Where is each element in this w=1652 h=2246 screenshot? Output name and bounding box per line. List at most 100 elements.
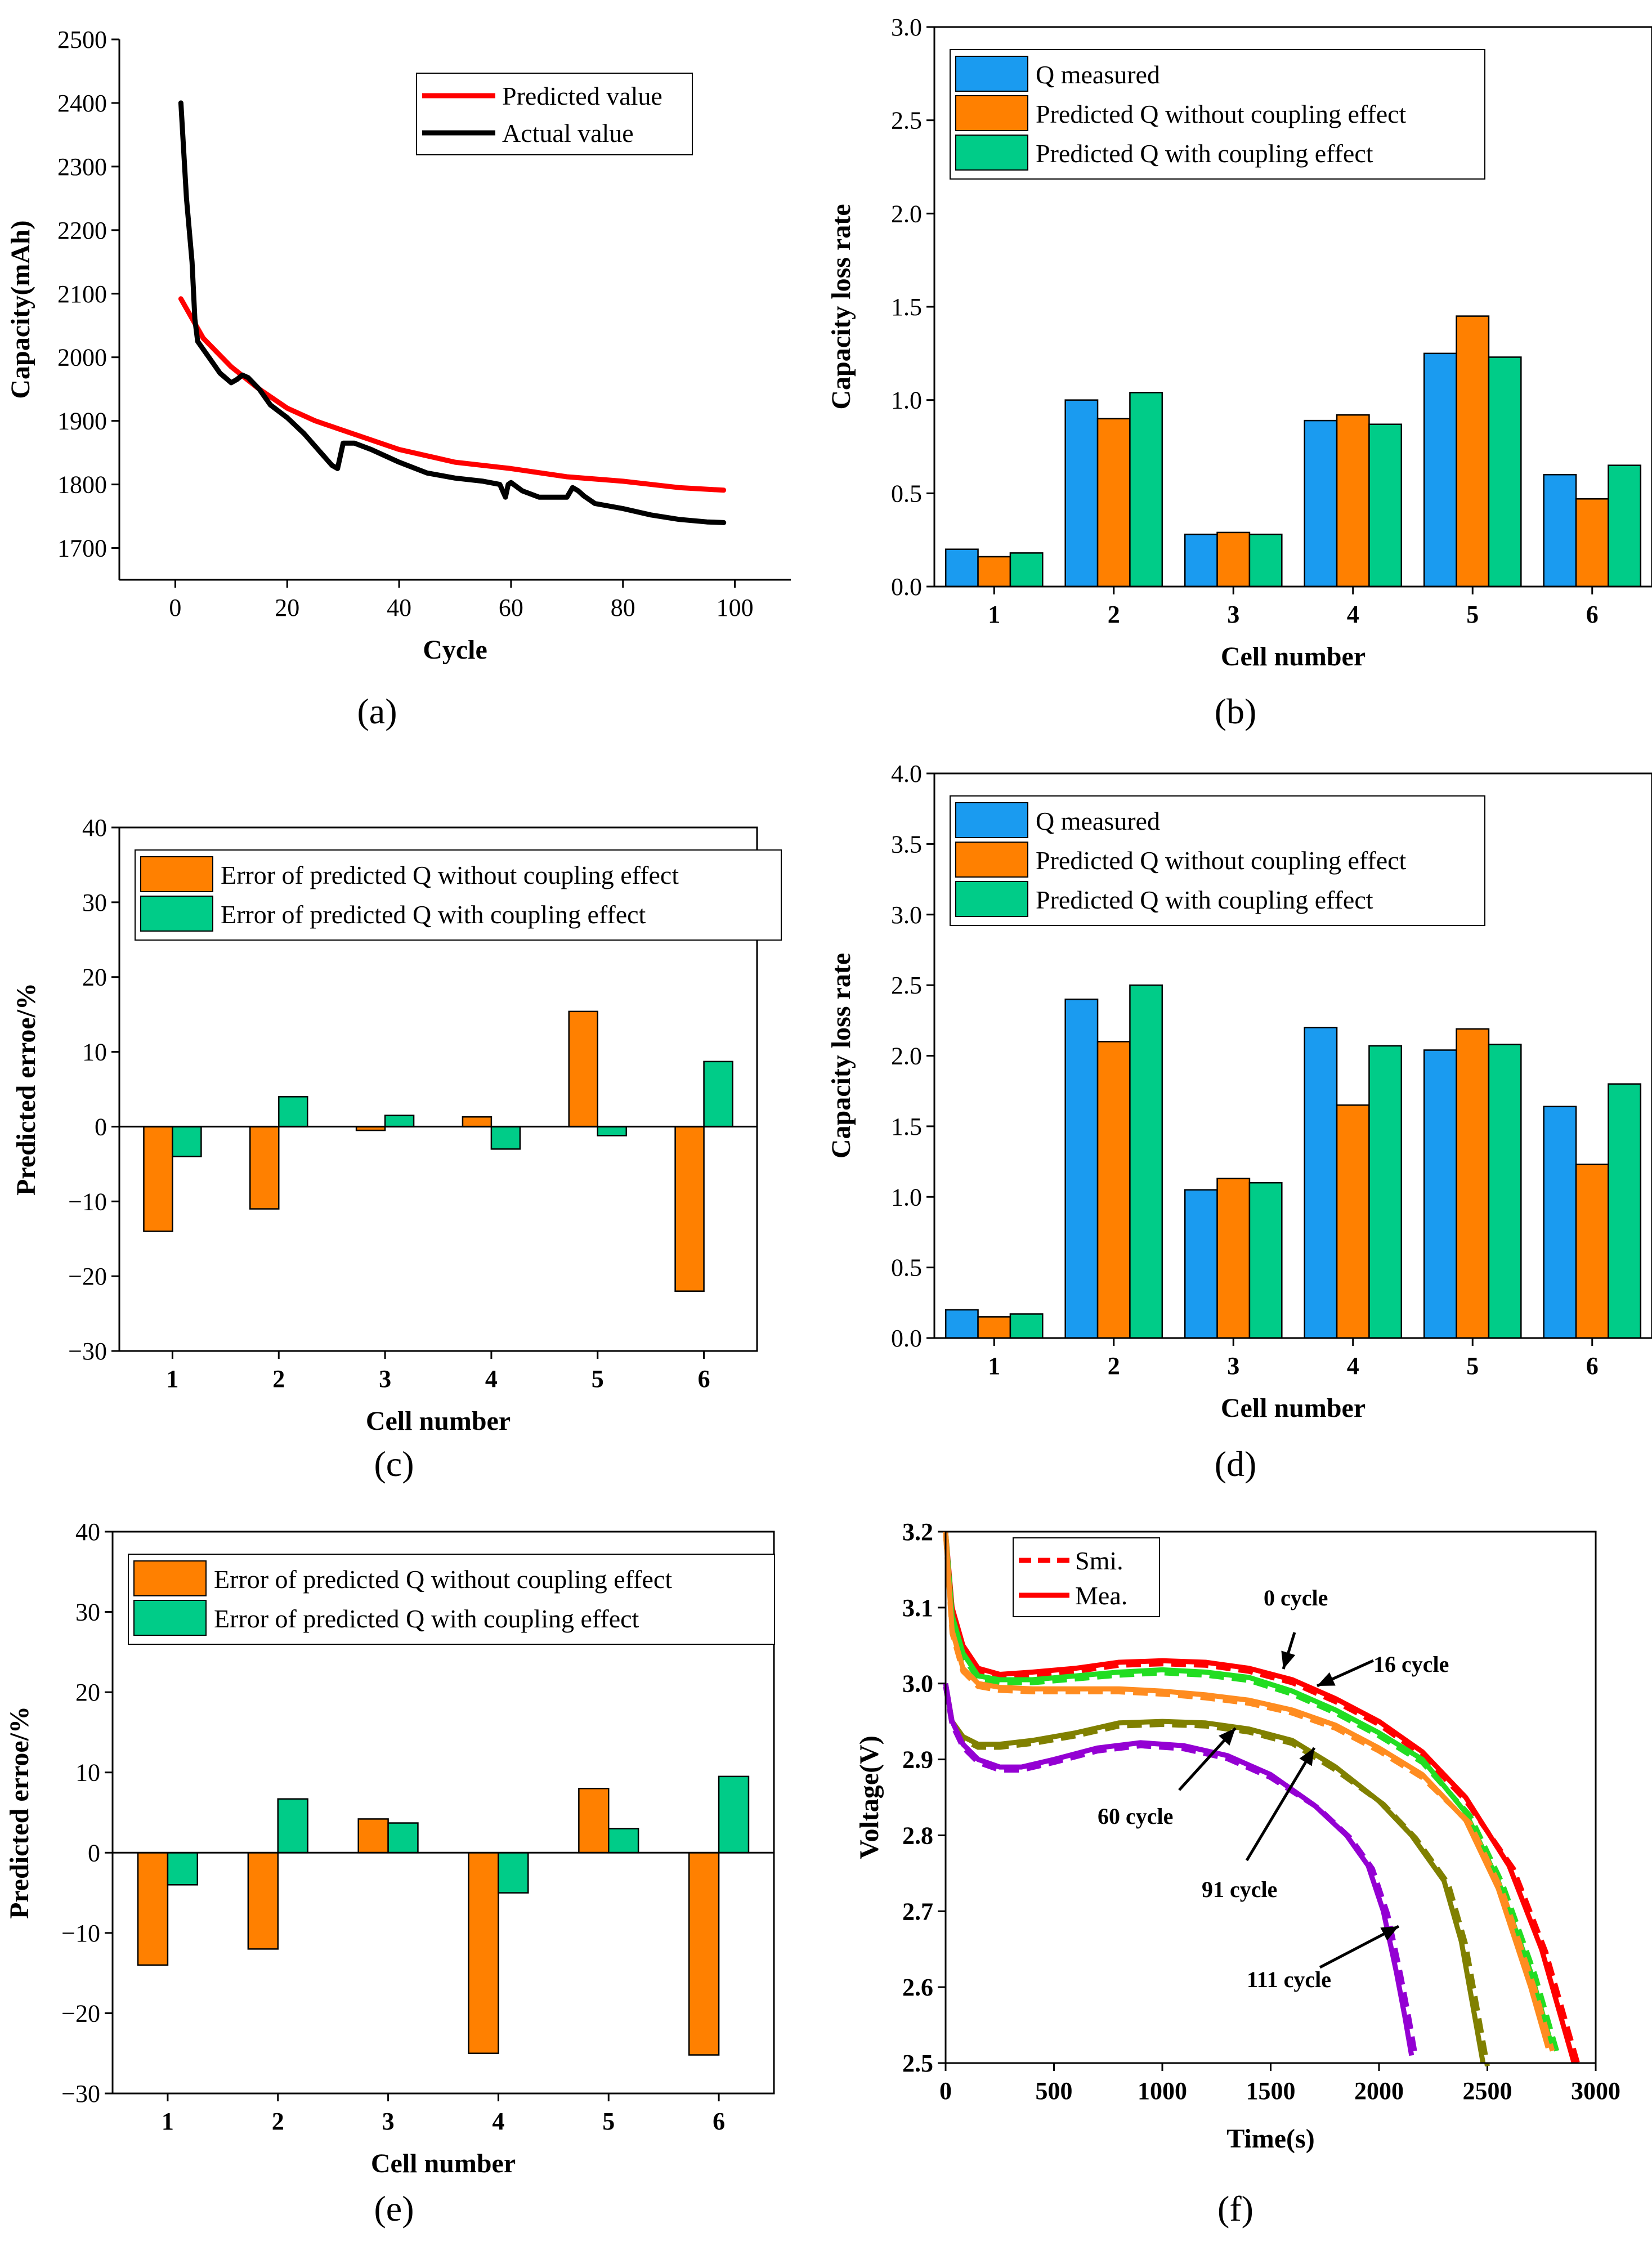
curve-sim-4 [943,1686,1490,2067]
annotation-label: 0 cycle [1264,1585,1328,1610]
y-tick-label: 20 [82,964,107,991]
legend-box [135,849,782,941]
legend-box [950,49,1485,180]
bar-e-s2-c3 [387,1822,419,1854]
x-axis-label: Cycle [423,635,487,665]
y-tick-label: −30 [68,1337,107,1365]
panel-a: 1700 1800 1900 2000 2100 2200 2300 2400 2500 0 20 4… [6,26,791,665]
bar-e-s2-c5 [608,1828,639,1854]
annotation-label: 111 cycle [1247,1967,1331,1992]
bar-c-s1-c5 [568,1010,599,1128]
bar-d-s1-c3 [1184,1189,1218,1339]
bar-e-s2-c1 [167,1852,199,1886]
x-tick-label: 60 [499,594,523,621]
bar-d-s1-c2 [1064,998,1099,1339]
x-tick-label: 1500 [1246,2077,1296,2105]
y-tick-label: 4.0 [891,760,922,788]
plot-frame [118,826,758,1352]
bar-d-s1-c1 [944,1309,979,1339]
y-tick-label: 3.0 [902,1670,933,1698]
bar-b-s1-c1 [944,548,979,588]
bar-d-s3-c5 [1488,1044,1522,1339]
y-tick-label: 2.9 [902,1746,933,1774]
legend-label: Predicted value [502,82,662,110]
y-tick-label: 2.5 [902,2050,933,2077]
curve-sim-5 [943,1686,1418,2059]
y-tick-label: 1.5 [891,1113,922,1140]
bar-b-s1-c4 [1304,419,1338,588]
legend-swatch [955,881,1028,917]
bar-b-s2-c6 [1575,498,1609,588]
legend-label: Error of predicted Q without coupling ef… [221,861,679,889]
panel-label: (c) [374,1444,414,1484]
bar-d-s2-c2 [1096,1041,1131,1339]
bar-d-s2-c5 [1456,1028,1490,1339]
legend-label: Error of predicted Q with coupling effec… [214,1604,639,1633]
bar-c-s2-c4 [490,1126,521,1150]
bar-b-s2-c4 [1336,414,1370,588]
bar-e-s2-c4 [498,1852,529,1894]
y-axis-label: Capacity loss rate [826,204,856,409]
y-tick-label: 2300 [57,153,107,181]
curve-mea-5 [943,1683,1414,2056]
y-tick-label: 3.0 [891,14,922,41]
y-tick-label: 2400 [57,90,107,117]
bar-d-s1-c6 [1543,1106,1577,1339]
x-axis-label: Cell number [1221,642,1366,672]
panel-label: (d) [1215,1444,1257,1484]
bar-e-s1-c5 [578,1787,610,1854]
y-tick-label: 2.5 [891,107,922,135]
legend-label: Q measured [1036,60,1160,89]
y-tick-label: −20 [61,1999,100,2027]
y-tick-label: 2500 [57,26,107,53]
panel-label: (b) [1215,691,1257,731]
x-tick-label: 6 [1586,601,1599,628]
curve-sim-1 [943,1534,1581,2067]
panel-label: (a) [357,691,397,731]
bar-e-s2-c2 [277,1798,308,1854]
x-tick-label: 6 [713,2108,725,2135]
y-tick-label: 2.7 [902,1898,933,1925]
curve-mea-3 [943,1531,1551,2049]
arrow-head [1380,1926,1399,1941]
bar-e-s1-c6 [688,1852,720,2056]
legend-swatch [955,135,1028,171]
bar-c-s2-c5 [597,1126,627,1137]
x-tick-label: 6 [698,1365,710,1393]
bar-c-s1-c4 [462,1116,493,1128]
legend-box [950,795,1485,926]
y-axis-label: Capacity(mAh) [6,220,35,399]
y-tick-label: −10 [61,1920,100,1947]
bar-d-s2-c6 [1575,1164,1609,1339]
bar-d-s3-c1 [1009,1313,1044,1339]
legend-swatch [140,856,213,892]
x-tick-label: 3000 [1571,2077,1620,2105]
bar-b-s2-c1 [977,556,1011,588]
legend-box [416,73,693,155]
y-tick-label: 1700 [57,535,107,562]
plot-frame [111,1531,775,2095]
series-line-predicted [178,296,727,493]
bar-e-s1-c1 [137,1852,169,1966]
panel-e: −30 −20 −10 0 10 20 30 40 1 2 3 4 5 6 Cell number Predi… [5,1518,775,2178]
arrow-head [1219,1728,1235,1746]
panel-f: 2.5 2.6 2.7 2.8 2.9 3.0 3.1 3.2 0 500 1000 1500 2000… [854,1518,1620,2154]
bar-b-s3-c5 [1488,356,1522,588]
y-tick-label: 1.0 [891,387,922,414]
x-tick-label: 3 [379,1365,391,1393]
x-tick-label: 4 [1347,601,1359,628]
panel-c: −30 −20 −10 0 10 20 30 40 1 2 3 4 5 6 Cell number Predi… [11,814,782,1436]
x-tick-label: 40 [387,594,411,621]
bar-c-s2-c2 [278,1096,308,1128]
x-tick-label: 2 [272,1365,285,1393]
bar-b-s1-c5 [1423,352,1457,588]
arrow-head [1299,1748,1314,1766]
x-tick-label: 5 [1466,1352,1479,1380]
legend-label: Predicted Q without coupling effect [1036,100,1407,128]
legend-box [128,1554,775,1645]
y-tick-label: 2000 [57,344,107,372]
y-tick-label: 2.6 [902,1974,933,2001]
y-tick-label: 1800 [57,471,107,499]
x-axis-label: Time(s) [1226,2124,1314,2154]
y-tick-label: 0.5 [891,480,922,507]
